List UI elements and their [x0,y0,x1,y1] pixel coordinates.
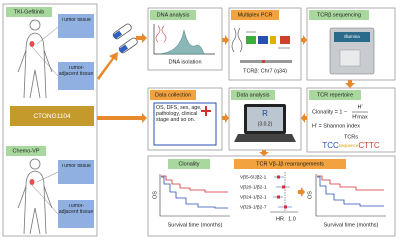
workflow-diagram: TKI-Gefitinib Tumor tissue Tumor-adjacen… [2,3,396,237]
trial-box [10,106,94,126]
axis-label: OS [307,191,313,199]
step-header [150,10,196,20]
seq-part: TCC [322,141,339,150]
result-header [234,159,346,169]
tissue-label: Tumor-adjacent tissue [58,66,94,77]
record-text: OS, DFS, sex, age, pathology, clinical s… [156,105,202,124]
group-header [6,7,52,17]
step-title: TCRβ sequencing [317,12,361,18]
tissue-box [58,62,94,90]
formula-note: H' = Shannon index [312,123,360,129]
gene-label: Vβ24-1/β2-1 [240,194,267,200]
gene-label: Vβ20-1/β2-1 [240,184,267,190]
tissue-label: Tumor tissue [61,164,91,169]
pointer-line [36,26,59,45]
tissue-text: Tumor tissue [61,18,91,23]
results-panel [147,155,396,237]
axis-label: Survival time (months) [324,222,379,228]
patient-figure [17,158,53,235]
arrow [259,150,269,156]
pointer-line [31,184,59,215]
group-title: Chemo-VP [13,148,40,154]
arrow [97,113,147,123]
patient-figure [17,19,53,99]
tick-label: 1.0 [288,216,296,222]
arrow [298,187,305,197]
gene-label: Vβ5-6/Jβ2-1 [240,174,267,180]
group-title: TKI-Gefitinib [14,9,45,15]
tissue-text: Tumor tissue [61,164,91,169]
tissue-box [58,200,94,228]
tissue-box [58,14,94,38]
axis-label: HR [276,216,284,222]
step-header [309,10,369,20]
tcr-sequence: TCCsequenceCTTC [322,141,380,150]
software-name: R [262,109,268,118]
tissue-label: Tumor-adjacent tissue [58,204,94,215]
arrow [222,35,229,45]
tissue-box [58,160,94,184]
forest-plot [270,172,298,213]
arrow [136,33,147,43]
sequencer [329,27,375,75]
result-title: Clonality [178,161,199,167]
step-title: DNA analysis [157,12,190,18]
axis-label: Survival time (months) [168,222,223,228]
pcr-graphic [231,27,292,63]
axis-label: OS [152,191,158,199]
km-plot [315,174,386,217]
step-caption: TCRβ: Chr7 (q34) [243,68,287,74]
result-title: TCR Vβ-Jβ rearrangements [256,161,324,167]
trial-label: CTONG1104 [33,113,71,120]
step-title: Multiplex PCR [238,12,273,18]
arrow [301,113,307,123]
step-header [150,90,196,100]
seq-part: sequence [339,143,359,148]
record-content: OS, DFS, sex, age, pathology, clinical s… [156,105,202,124]
step-title: Data analysis [236,92,269,98]
result-header [168,159,210,169]
step-header [231,90,275,100]
laptop [234,104,296,142]
gene-label: Vβ29-1/β2-7 [240,204,267,210]
formula: Clonality = 1 − [312,109,347,115]
km-plot [159,174,230,217]
pointer-line [36,171,59,183]
instrument-label: Illumina [344,34,360,39]
tissue-text: Tumor-adjacent tissue [58,66,94,77]
arrow [301,35,307,45]
pointer-line [31,46,59,77]
medical-cross [201,106,211,116]
dna-graphic [153,24,215,55]
step-header [231,10,279,20]
step-title: Data collection [155,92,191,98]
formula-denominator: H'max [352,114,368,120]
arrow [345,80,355,88]
tcrs-label: TCRs [344,134,358,140]
tissue-text: Tumor-adjacent tissue [58,204,94,215]
group-header [6,146,46,156]
sample-tubes [112,23,138,54]
software-version: (3.0.2) [258,121,273,127]
step-caption: DNA isolation [168,59,201,65]
arrow [222,113,229,123]
formula-numerator: H' [357,104,362,110]
step-title: TCR repertoire [317,92,353,98]
tissue-label: Tumor tissue [61,18,91,23]
step-header [309,90,361,100]
arrow [97,52,118,80]
seq-part: CTTC [358,141,380,150]
